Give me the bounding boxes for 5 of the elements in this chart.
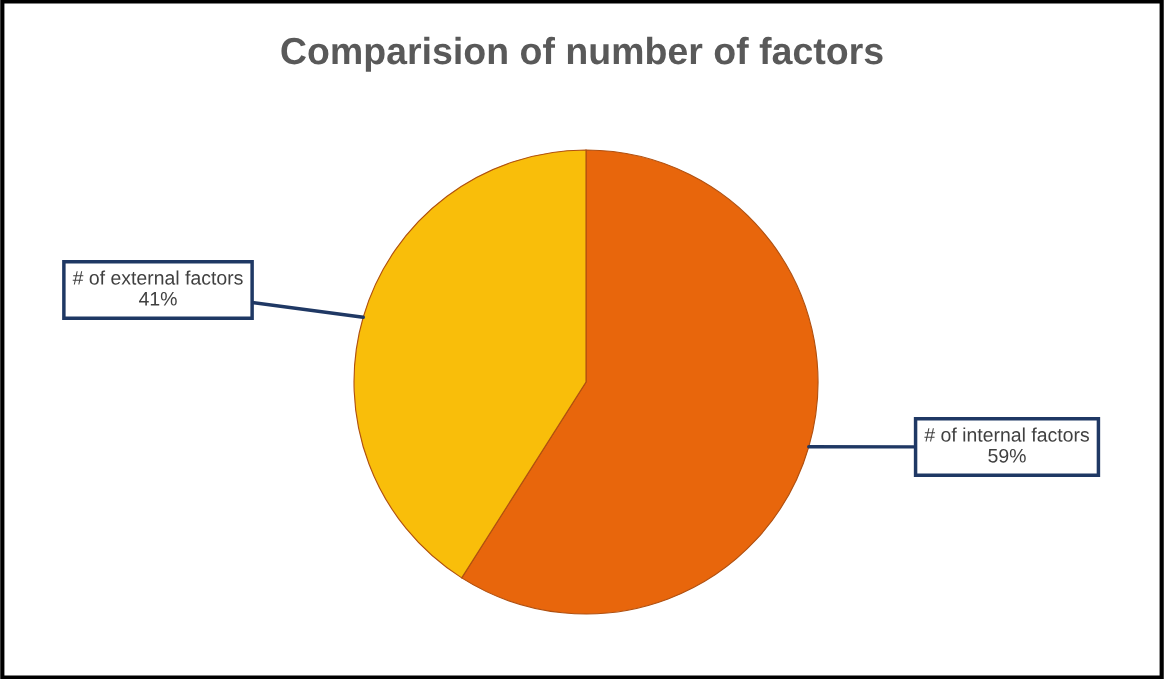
data-label: 41%	[138, 292, 177, 306]
chart-title: Comparision of number of factors	[281, 36, 883, 72]
data-label: 59%	[988, 448, 1026, 463]
slice-label: # of internal factors	[924, 427, 1089, 442]
slice-label: # of external factors	[72, 270, 243, 285]
